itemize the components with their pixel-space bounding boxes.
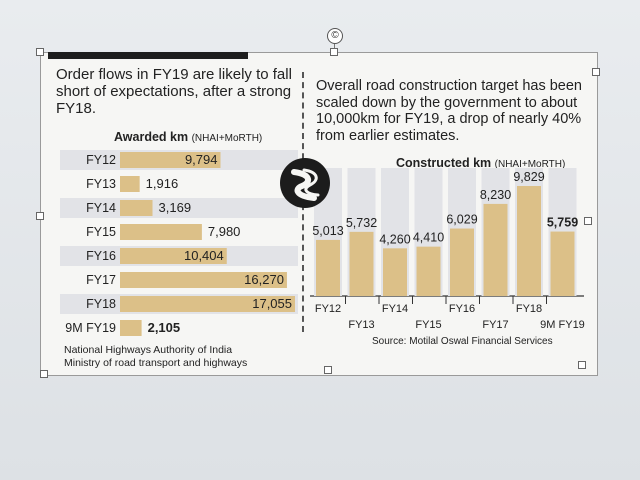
- awarded-category-label: FY15: [86, 225, 116, 239]
- awarded-category-label: FY14: [86, 201, 116, 215]
- awarded-bar: [120, 296, 295, 312]
- constructed-category-label: FY18: [516, 303, 542, 315]
- awarded-value-label: 10,404: [184, 248, 224, 263]
- left-headline: Order flows in FY19 are likely to fall s…: [56, 66, 292, 117]
- constructed-bar: [483, 203, 508, 296]
- awarded-bar: [120, 272, 287, 288]
- rotate-handle[interactable]: ©: [327, 28, 343, 44]
- awarded-bar: [120, 152, 221, 168]
- resize-handle-bottom-left[interactable]: [40, 370, 48, 378]
- constructed-bar: [383, 248, 407, 296]
- constructed-category-label: FY17: [482, 319, 508, 331]
- resize-handle-bottom-right[interactable]: [578, 361, 586, 369]
- resize-handle-top[interactable]: [330, 48, 338, 56]
- awarded-title-sub: (NHAI+MoRTH): [191, 133, 263, 144]
- awarded-category-label: FY17: [86, 273, 116, 287]
- constructed-value-label: 5,013: [312, 224, 343, 238]
- constructed-value-label: 9,829: [513, 170, 544, 184]
- constructed-category-label: 9M FY19: [540, 319, 585, 331]
- constructed-chart-title: Constructed km (NHAI+MoRTH): [396, 156, 565, 170]
- constructed-value-label: 5,732: [346, 216, 377, 230]
- row-shade: [60, 198, 298, 218]
- constructed-category-label: FY16: [449, 303, 475, 315]
- constructed-category-label: FY14: [382, 303, 408, 315]
- resize-handle-top-left[interactable]: [36, 48, 44, 56]
- constructed-value-label: 6,029: [446, 213, 477, 227]
- constructed-bar: [550, 231, 575, 296]
- constructed-category-label: FY15: [415, 319, 441, 331]
- awarded-value-label: 16,270: [244, 272, 284, 287]
- awarded-category-label: FY13: [86, 177, 116, 191]
- constructed-value-label: 8,230: [480, 188, 511, 202]
- clipped-heading-bar: [48, 52, 248, 59]
- awarded-category-label: FY12: [86, 153, 116, 167]
- constructed-value-label: 4,260: [379, 232, 410, 246]
- constructed-title-main: Constructed km: [396, 156, 492, 170]
- awarded-value-label: 2,105: [148, 320, 181, 335]
- left-source-line-2: Ministry of road transport and highways: [64, 357, 248, 369]
- resize-handle-right[interactable]: [584, 217, 592, 225]
- constructed-bar: [316, 239, 340, 296]
- road-logo-icon: [291, 168, 320, 201]
- awarded-bar: [120, 200, 153, 216]
- constructed-title-sub: (NHAI+MoRTH): [494, 159, 566, 170]
- awarded-bar: [120, 320, 142, 336]
- awarded-bar: [120, 176, 140, 192]
- awarded-value-label: 17,055: [252, 296, 292, 311]
- constructed-bar: [517, 186, 541, 296]
- constructed-category-label: FY13: [348, 319, 374, 331]
- awarded-category-label: 9M FY19: [65, 321, 116, 335]
- awarded-value-label: 1,916: [146, 176, 179, 191]
- resize-handle-top-right[interactable]: [592, 68, 600, 76]
- right-source: Source: Motilal Oswal Financial Services: [372, 336, 553, 347]
- constructed-value-label: 5,759: [547, 216, 578, 230]
- right-headline: Overall road construction target has bee…: [316, 78, 582, 144]
- awarded-value-label: 9,794: [185, 152, 218, 167]
- awarded-value-label: 3,169: [159, 200, 192, 215]
- awarded-bar: [120, 248, 227, 264]
- awarded-chart-title: Awarded km (NHAI+MoRTH): [114, 130, 262, 144]
- constructed-bar: [416, 246, 441, 296]
- awarded-title-main: Awarded km: [114, 130, 189, 144]
- resize-handle-bottom[interactable]: [324, 366, 332, 374]
- resize-handle-left[interactable]: [36, 212, 44, 220]
- publisher-logo: [280, 158, 330, 208]
- awarded-category-label: FY16: [86, 249, 116, 263]
- left-source-line-1: National Highways Authority of India: [64, 344, 233, 356]
- constructed-bar: [349, 231, 374, 296]
- constructed-bar: [450, 228, 474, 296]
- left-source: National Highways Authority of India Min…: [64, 344, 247, 370]
- constructed-category-label: FY12: [315, 303, 341, 315]
- awarded-bar: [120, 224, 202, 240]
- awarded-category-label: FY18: [86, 297, 116, 311]
- constructed-value-label: 4,410: [413, 231, 444, 245]
- awarded-value-label: 7,980: [208, 224, 241, 239]
